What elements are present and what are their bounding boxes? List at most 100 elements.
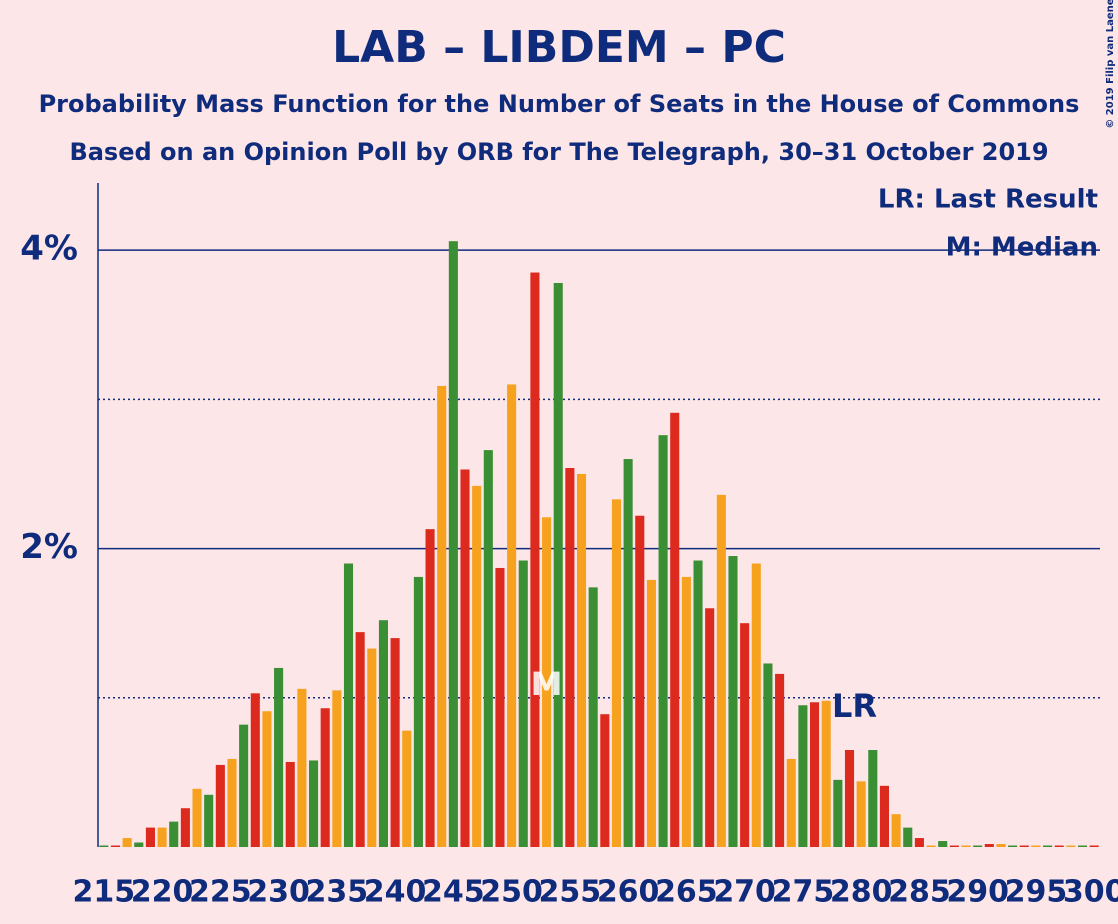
- bar: [448, 241, 458, 848]
- bar: [262, 711, 272, 847]
- bar: [961, 845, 971, 847]
- legend-entry: M: Median: [946, 233, 1098, 263]
- bar: [623, 459, 633, 847]
- bar: [1019, 845, 1029, 847]
- bar: [1043, 845, 1053, 847]
- bar: [250, 693, 260, 847]
- bar: [402, 730, 412, 847]
- bar: [565, 467, 575, 847]
- bar: [495, 567, 505, 847]
- y-tick-label: 4%: [20, 229, 78, 269]
- bar: [542, 517, 552, 847]
- bar: [343, 563, 354, 847]
- bar: [600, 714, 610, 847]
- subtitle: Probability Mass Function for the Number…: [39, 90, 1080, 118]
- x-tick-label: 285: [888, 875, 951, 910]
- bar: [472, 485, 482, 847]
- bar: [169, 821, 179, 847]
- bar: [891, 814, 901, 847]
- bar: [868, 750, 878, 847]
- bar: [274, 667, 284, 847]
- bar: [740, 623, 750, 847]
- bar: [635, 515, 645, 847]
- bar: [798, 705, 808, 847]
- bar: [1077, 845, 1088, 847]
- bar: [437, 385, 447, 847]
- bar: [821, 700, 831, 847]
- bar: [192, 788, 202, 847]
- x-tick-label: 245: [422, 875, 485, 910]
- bar: [926, 845, 936, 847]
- bar: [145, 827, 155, 847]
- bar: [215, 764, 225, 847]
- bar: [1066, 845, 1076, 847]
- bar: [110, 845, 121, 847]
- bar: [844, 750, 855, 847]
- bar: [518, 560, 528, 847]
- bar: [355, 632, 365, 847]
- bar: [914, 838, 924, 847]
- chart-title: LAB – LIBDEM – PC: [332, 22, 786, 73]
- bar: [99, 845, 109, 847]
- x-tick-label: 300: [1063, 875, 1118, 910]
- bar: [751, 563, 761, 847]
- bar: [390, 638, 400, 847]
- bar: [996, 844, 1006, 847]
- subtitle: Based on an Opinion Poll by ORB for The …: [69, 138, 1048, 166]
- bar: [728, 556, 738, 847]
- bar: [309, 760, 319, 847]
- bar: [157, 827, 167, 847]
- x-tick-label: 260: [597, 875, 660, 910]
- bar: [227, 758, 237, 847]
- bar: [763, 663, 773, 847]
- bar: [1031, 845, 1041, 847]
- x-tick-label: 280: [830, 875, 893, 910]
- bar: [553, 282, 563, 847]
- bar: [413, 576, 423, 847]
- bar: [367, 648, 377, 847]
- bar: [705, 608, 715, 847]
- bar: [239, 724, 249, 847]
- bar: [460, 469, 470, 847]
- bar: [810, 702, 820, 847]
- bar: [658, 435, 668, 847]
- bar: [833, 779, 843, 847]
- bar: [938, 841, 948, 847]
- bar: [425, 529, 435, 847]
- bar: [285, 761, 295, 847]
- bar: [903, 827, 913, 847]
- bar: [681, 576, 691, 847]
- x-tick-label: 235: [306, 875, 369, 910]
- bar: [949, 845, 959, 847]
- x-tick-label: 240: [364, 875, 427, 910]
- copyright: © 2019 Filip van Laenen: [1105, 0, 1116, 129]
- bar: [576, 473, 587, 847]
- bar: [180, 808, 190, 847]
- x-tick-label: 215: [73, 875, 136, 910]
- y-tick-label: 2%: [20, 527, 78, 567]
- bar: [1089, 845, 1099, 847]
- median-marker: M: [531, 665, 563, 703]
- x-tick-label: 230: [247, 875, 310, 910]
- x-tick-label: 275: [772, 875, 835, 910]
- bar: [973, 845, 983, 847]
- bar: [204, 794, 214, 847]
- x-tick-label: 265: [655, 875, 718, 910]
- bar: [122, 838, 132, 847]
- bar: [378, 620, 388, 847]
- bar: [1008, 845, 1018, 847]
- bar: [134, 842, 144, 847]
- bar: [1054, 845, 1064, 847]
- x-tick-label: 255: [539, 875, 602, 910]
- bar: [588, 587, 598, 847]
- bar: [507, 384, 517, 847]
- x-tick-label: 225: [189, 875, 252, 910]
- last-result-marker: LR: [832, 687, 877, 725]
- bar: [611, 499, 622, 847]
- bar: [297, 688, 307, 847]
- bar: [646, 579, 656, 847]
- bar: [775, 673, 785, 847]
- bar: [786, 758, 796, 847]
- bar: [693, 560, 703, 847]
